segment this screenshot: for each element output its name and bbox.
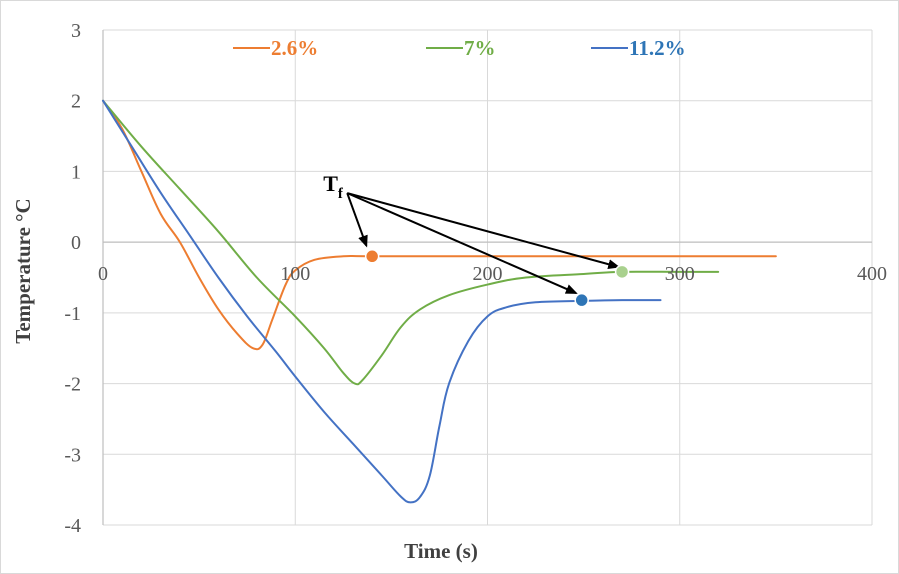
x-tick-label: 400 [857,263,887,285]
x-tick-label: 0 [98,263,108,285]
y-tick-label: 1 [71,161,81,183]
tf-label: Tf [323,171,344,202]
y-tick-label: 0 [71,232,81,254]
legend: 2.6% 7% 11.2% [233,36,686,60]
tf-arrow [346,192,621,270]
tf-point-marker [364,249,380,264]
y-tick-label: 3 [71,20,81,42]
x-tick-label: 300 [665,263,695,285]
tf-markers [364,249,630,308]
tf-point-marker [614,264,630,280]
legend-label: 2.6% [271,36,318,60]
x-tick-label: 100 [280,263,310,285]
tf-point-marker [574,292,589,308]
axes [102,30,872,525]
series-line-0 [102,99,777,351]
tf-arrow [346,192,368,248]
y-axis-title: Temperature °C [11,198,35,343]
tick-labels: -4 -3 -2 -1 0 1 2 3 0 100 200 300 400 [64,20,887,537]
tf-subscript: f [338,186,344,202]
tf-arrow [346,192,578,294]
series-line-2 [102,99,662,504]
legend-label: 11.2% [629,36,686,60]
x-tick-label: 200 [473,263,503,285]
y-tick-label: -4 [64,515,81,537]
y-tick-label: 2 [71,91,81,113]
x-axis-title: Time (s) [404,539,478,563]
legend-label: 7% [464,36,496,60]
annotation: Tf [323,171,621,294]
series-lines [102,99,777,504]
y-tick-label: -2 [64,374,81,396]
y-tick-label: -1 [64,303,81,325]
y-tick-label: -3 [64,444,81,466]
series-line-1 [102,99,720,386]
